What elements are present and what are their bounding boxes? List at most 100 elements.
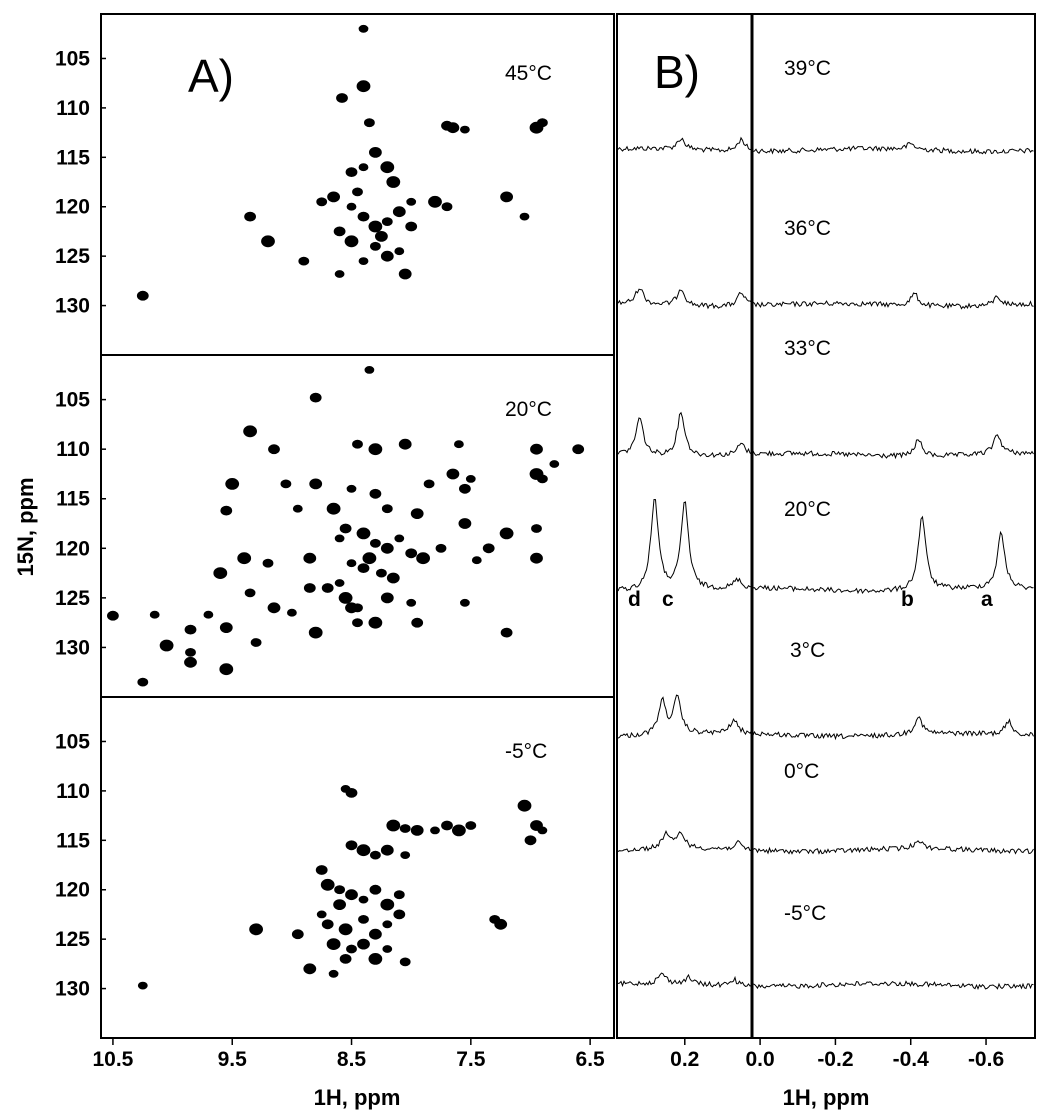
hsqc-peak (460, 598, 470, 607)
hsqc-peak (352, 439, 363, 449)
hsqc-peak (356, 527, 371, 540)
hsqc-peak (339, 954, 352, 964)
hsqc-peak (352, 618, 363, 628)
x-axis-label-b: 1H, ppm (783, 1085, 870, 1110)
hsqc-peak (380, 542, 394, 554)
y-tick-label: 125 (55, 245, 90, 268)
temperature-label-3c: 3°C (790, 639, 825, 662)
hsqc-peak (471, 556, 482, 565)
hsqc-peak (394, 534, 405, 543)
hsqc-peak (345, 788, 358, 798)
hsqc-peak (291, 929, 304, 940)
panel-a-letter: A) (188, 50, 234, 102)
hsqc-peak (308, 626, 323, 639)
hsqc-peak (382, 920, 393, 929)
temperature-label-20c: 20°C (505, 398, 552, 421)
frame-minus5c (100, 696, 615, 1039)
hsqc-peak (370, 241, 381, 251)
hsqc-peak (441, 820, 453, 831)
hsqc-peak (316, 910, 327, 919)
hsqc-peak (309, 392, 322, 403)
hsqc-peak (500, 627, 513, 638)
hsqc-peak (334, 579, 345, 587)
hsqc-peak (344, 235, 359, 248)
hsqc-peak (321, 919, 334, 930)
y-tick-label: 110 (56, 97, 90, 120)
hsqc-peak (460, 125, 470, 134)
hsqc-peak (380, 898, 395, 911)
hsqc-peak (345, 889, 358, 901)
hsqc-peak (250, 638, 262, 647)
temperature-label-minus5c: -5°C (505, 740, 547, 763)
y-tick-label: 115 (56, 829, 90, 852)
hsqc-peak (345, 167, 358, 178)
hsqc-peak (428, 195, 442, 208)
hsqc-peak (459, 483, 471, 494)
hsqc-peak (358, 24, 369, 33)
hsqc-peak (357, 211, 370, 222)
y-tick-label: 110 (56, 780, 90, 803)
hsqc-peak (268, 444, 280, 455)
hsqc-peak (530, 443, 543, 455)
hsqc-peak (368, 220, 383, 233)
hsqc-peak (356, 844, 371, 857)
panel-b: 0.2 0.0 -0.2 -0.4 -0.6 B) 39°C 36°C 33°C 20°… (616, 13, 1036, 1110)
hsqc-peak (244, 211, 257, 222)
hsqc-peak (345, 602, 358, 614)
hsqc-peak (394, 247, 405, 256)
hsqc-peak (243, 425, 258, 438)
hsqc-peak (549, 460, 560, 468)
y-tick-label: 130 (55, 636, 90, 659)
x-tick-label: 8.5 (337, 1048, 367, 1071)
hsqc-peak (356, 80, 371, 93)
hsqc-peak (370, 850, 381, 860)
hsqc-peak (386, 176, 401, 188)
hsqc-peak (499, 527, 514, 540)
hsqc-peak (333, 226, 346, 237)
hsqc-peak (358, 915, 369, 924)
hsqc-peak (292, 504, 303, 513)
temperature-label-0c: 0°C (784, 760, 819, 783)
hsqc-peak (393, 890, 405, 900)
hsqc-peak (249, 923, 264, 936)
hsqc-peak (364, 118, 375, 128)
hsqc-peak (494, 918, 508, 930)
panel-a-peaks (107, 24, 585, 990)
hsqc-peak (358, 895, 369, 904)
y-tick-label: 115 (56, 146, 90, 169)
x-tick-label: 0.2 (670, 1048, 699, 1071)
hsqc-peak (334, 534, 345, 543)
y-tick-label: 115 (56, 488, 90, 511)
y-tick-label: 105 (55, 47, 90, 70)
hsqc-peak (405, 221, 418, 232)
hsqc-peak (364, 366, 375, 374)
hsqc-peak (316, 197, 328, 207)
spectrum-trace (617, 411, 1034, 460)
panel-b-frame (616, 13, 1036, 1039)
hsqc-peak (328, 969, 339, 978)
hsqc-peak (303, 963, 317, 975)
spectrum-trace (617, 136, 1034, 155)
panel-a-frames (100, 13, 615, 1039)
hsqc-peak (380, 250, 394, 262)
hsqc-peak (261, 235, 275, 248)
temperature-label-39c: 39°C (784, 57, 831, 80)
hsqc-peak (392, 206, 406, 218)
hsqc-peak (303, 583, 316, 593)
y-tick-label: 110 (56, 438, 90, 461)
hsqc-peak (346, 559, 357, 568)
temperature-label-45c: 45°C (505, 62, 552, 85)
hsqc-peak (381, 217, 393, 227)
y-axis-label: 15N, ppm (13, 477, 38, 576)
hsqc-peak (219, 622, 233, 633)
hsqc-peak (327, 191, 341, 203)
hsqc-peak (410, 825, 424, 836)
hsqc-peak (416, 552, 431, 565)
hsqc-peak (398, 438, 412, 450)
hsqc-peak (244, 588, 256, 598)
hsqc-peak (203, 610, 214, 619)
hsqc-peak (369, 488, 382, 499)
temperature-label-36c: 36°C (784, 217, 831, 240)
hsqc-peak (219, 663, 234, 676)
hsqc-peak (237, 552, 252, 565)
